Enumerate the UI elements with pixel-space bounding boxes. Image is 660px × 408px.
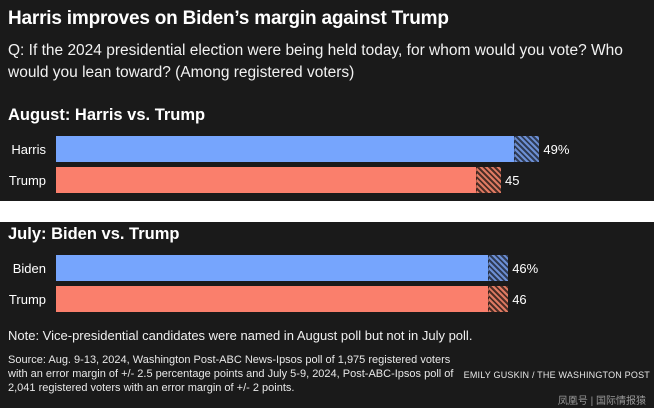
harris-label: Harris: [11, 142, 46, 157]
biden-value-label: 46%: [512, 261, 539, 276]
source-text: Source: Aug. 9-13, 2024, Washington Post…: [8, 354, 454, 394]
trump-july-label: Trump: [8, 292, 46, 307]
chart-title: Harris improves on Biden’s margin agains…: [8, 8, 449, 29]
july-panel: July: Biden vs. Trump Biden 46% Trump 46…: [0, 222, 654, 408]
trump-august-value-label: 45: [505, 173, 520, 188]
credit-text: EMILY GUSKIN / THE WASHINGTON POST: [463, 370, 650, 380]
trump-july-margin-of-error: [488, 286, 509, 312]
footnote: Note: Vice-presidential candidates were …: [8, 328, 473, 343]
trump-july-value-label: 46: [512, 292, 527, 307]
trump-august-bar: [56, 167, 476, 193]
trump-july-bar: [56, 286, 488, 312]
biden-label: Biden: [12, 261, 46, 276]
biden-bar: [56, 255, 488, 281]
august-panel: Harris improves on Biden’s margin agains…: [0, 0, 654, 201]
trump-august-margin-of-error: [476, 167, 501, 193]
biden-margin-of-error: [488, 255, 509, 281]
trump-august-label: Trump: [8, 173, 46, 188]
harris-margin-of-error: [514, 136, 540, 162]
poll-question: Q: If the 2024 presidential election wer…: [8, 42, 623, 81]
harris-value-label: 49%: [543, 142, 570, 157]
august-section-title: August: Harris vs. Trump: [8, 106, 206, 124]
watermark-text: 凤凰号 | 国际情报猿: [557, 396, 646, 407]
harris-bar: [56, 136, 515, 162]
july-section-title: July: Biden vs. Trump: [8, 225, 180, 243]
